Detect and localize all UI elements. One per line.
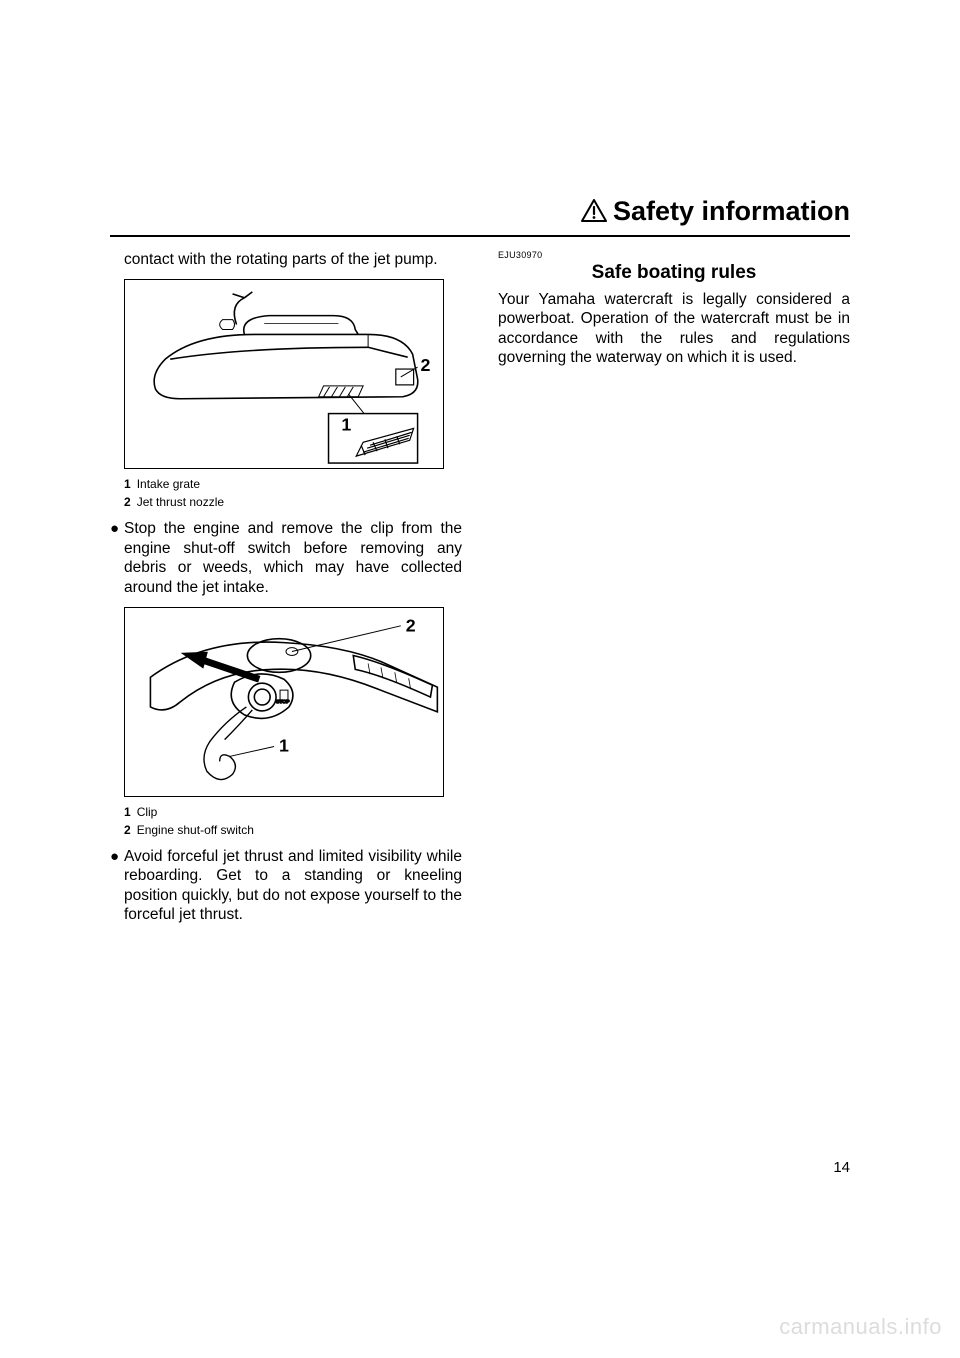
fig2-cap1-text: Clip <box>137 805 158 819</box>
fig2-label-1: 1 <box>279 735 289 755</box>
handlebar-illustration: STOP 2 1 <box>125 608 443 796</box>
fig1-cap1-num: 1 <box>124 477 131 491</box>
content-area: contact with the rotating parts of the j… <box>110 250 850 924</box>
fig2-cap1-num: 1 <box>124 805 131 819</box>
doc-code: EJU30970 <box>498 250 850 260</box>
fig2-label-2: 2 <box>406 616 416 636</box>
fig1-cap1-text: Intake grate <box>137 477 200 491</box>
section-body: Your Yamaha watercraft is legally consid… <box>498 290 850 368</box>
bullet1-text: Stop the engine and remove the clip from… <box>124 519 462 597</box>
fig1-caption-line1: 1 Intake grate <box>124 475 462 493</box>
fig1-label-2: 2 <box>421 355 431 375</box>
figure-handlebar: STOP 2 1 <box>124 607 444 797</box>
figure1-caption: 1 Intake grate 2 Jet thrust nozzle <box>124 475 462 511</box>
page: Safety information contact with the rota… <box>0 0 960 1358</box>
page-number: 14 <box>833 1159 850 1176</box>
watermark: carmanuals.info <box>779 1314 942 1340</box>
watercraft-illustration: 2 1 <box>125 280 443 468</box>
bullet2-text: Avoid forceful jet thrust and limited vi… <box>124 847 462 925</box>
header-title: Safety information <box>613 196 850 226</box>
fig2-caption-line2: 2 Engine shut-off switch <box>124 821 462 839</box>
section-title: Safe boating rules <box>498 262 850 284</box>
header-title-wrapper: Safety information <box>581 196 850 226</box>
page-header: Safety information <box>110 196 850 237</box>
warning-triangle-icon <box>581 198 607 229</box>
intro-text: contact with the rotating parts of the j… <box>110 250 462 269</box>
bullet-item-2: ● Avoid forceful jet thrust and limited … <box>110 847 462 925</box>
fig1-label-1: 1 <box>341 415 351 435</box>
left-column: contact with the rotating parts of the j… <box>110 250 470 924</box>
bullet-mark-icon: ● <box>110 847 124 925</box>
right-column: EJU30970 Safe boating rules Your Yamaha … <box>490 250 850 924</box>
figure-watercraft: 2 1 <box>124 279 444 469</box>
fig2-cap2-text: Engine shut-off switch <box>137 823 254 837</box>
fig2-cap2-num: 2 <box>124 823 131 837</box>
fig2-caption-line1: 1 Clip <box>124 803 462 821</box>
fig1-caption-line2: 2 Jet thrust nozzle <box>124 493 462 511</box>
figure2-caption: 1 Clip 2 Engine shut-off switch <box>124 803 462 839</box>
fig1-cap2-num: 2 <box>124 495 131 509</box>
bullet-item-1: ● Stop the engine and remove the clip fr… <box>110 519 462 597</box>
fig1-cap2-text: Jet thrust nozzle <box>137 495 224 509</box>
bullet-mark-icon: ● <box>110 519 124 597</box>
